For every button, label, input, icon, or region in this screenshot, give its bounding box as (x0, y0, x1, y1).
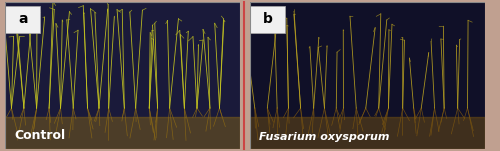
FancyBboxPatch shape (5, 6, 41, 33)
Text: a: a (18, 12, 28, 26)
Text: Control: Control (14, 129, 66, 142)
FancyBboxPatch shape (250, 6, 285, 33)
Bar (250, 117, 485, 149)
Text: b: b (262, 12, 272, 26)
Text: Fusarium oxysporum: Fusarium oxysporum (259, 132, 390, 142)
Bar (5, 117, 240, 149)
